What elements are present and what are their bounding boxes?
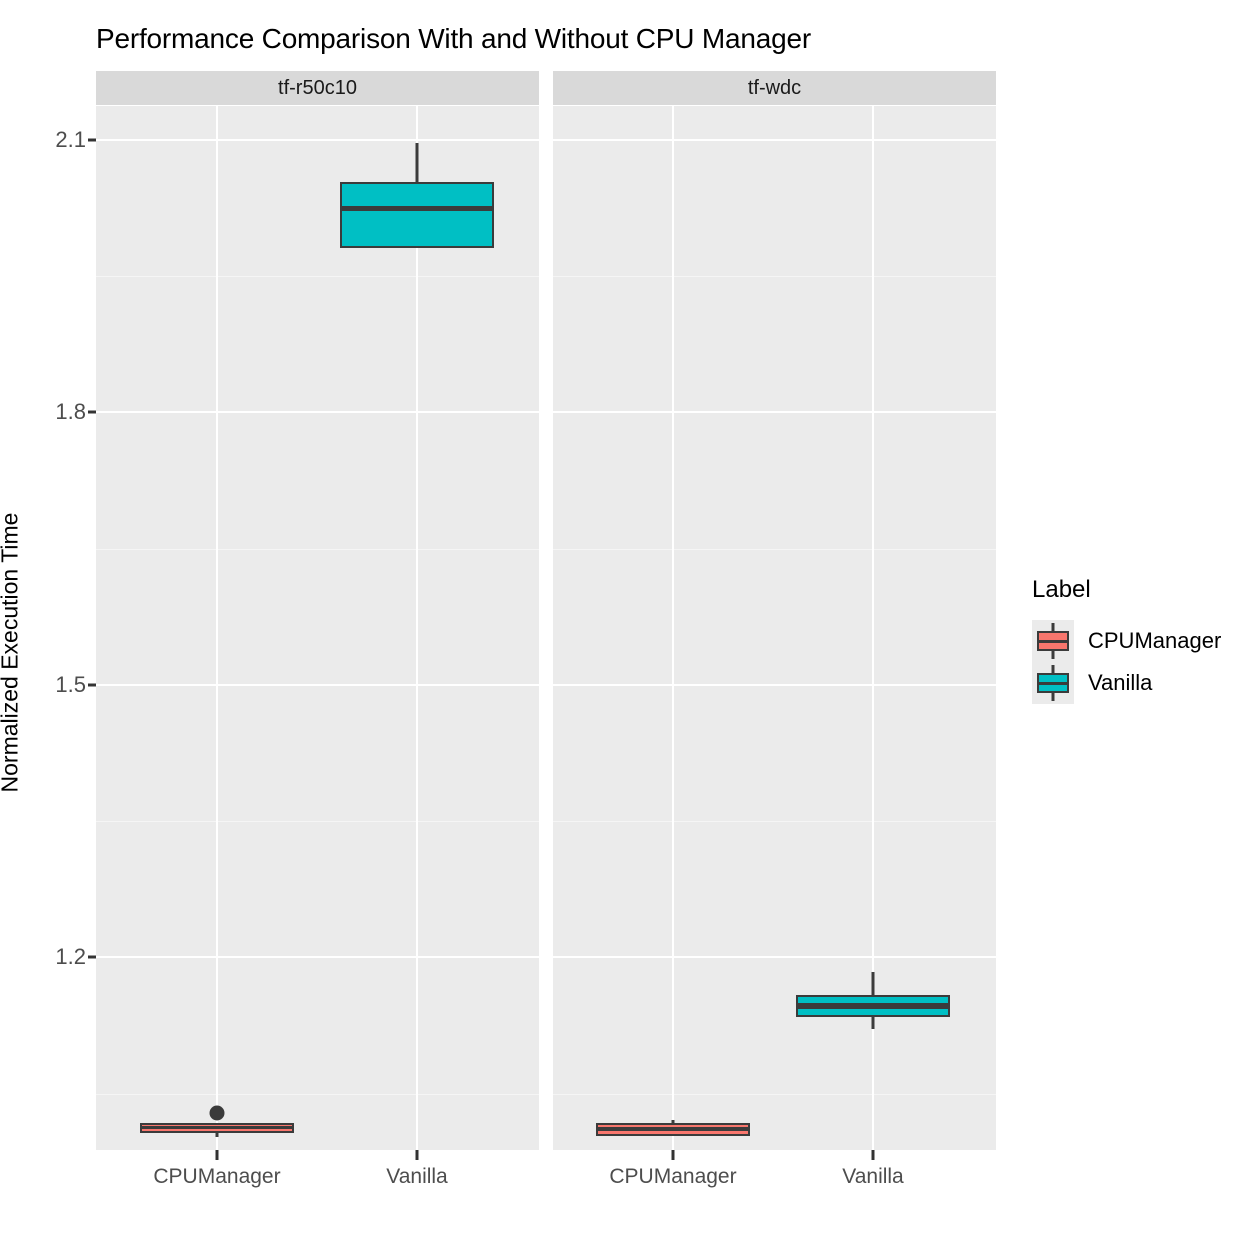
gridline-major-y-1.8 [553, 411, 996, 413]
y-tick-mark-1.2 [88, 955, 98, 959]
legend-median [1037, 640, 1069, 643]
x-tick-label-vanilla: Vanilla [386, 1165, 448, 1188]
y-tick-mark-2.1 [88, 138, 98, 142]
y-tick-mark-1.8 [88, 410, 98, 414]
gridline-major-x-vanilla [416, 106, 418, 1150]
x-tick-mark-cpumanager [215, 1150, 219, 1160]
box-outlier-point [209, 1105, 225, 1121]
x-tick-label-vanilla: Vanilla [842, 1165, 904, 1188]
facet-strip-tf-wdc: tf-wdc [553, 71, 996, 105]
box-iqr [340, 182, 494, 248]
page-title: Performance Comparison With and Without … [96, 23, 811, 54]
whisker-upper [671, 1120, 675, 1124]
box-median-line [140, 1126, 294, 1129]
plot-panel-left [96, 106, 539, 1150]
y-tick-label-1.5: 1.5 [55, 672, 86, 697]
x-tick-mark-vanilla [871, 1150, 875, 1160]
gridline-minor-y-1.95 [553, 276, 996, 277]
whisker-upper [871, 972, 875, 996]
legend-key-vanilla-icon [1032, 662, 1074, 704]
gridline-major-y-1.8 [96, 411, 539, 413]
legend-label-cpumanager: CPUManager [1088, 628, 1222, 653]
gridline-minor-y-1.35 [96, 821, 539, 822]
legend-whisker-top [1051, 665, 1055, 674]
gridline-major-y-1.2 [553, 956, 996, 958]
legend-key-cpumanager-icon [1032, 620, 1074, 662]
x-tick-mark-vanilla [415, 1150, 419, 1160]
facet-strip-tf-r50c10: tf-r50c10 [96, 71, 539, 105]
y-axis-ticks: 2.1 1.8 1.5 1.2 [8, 0, 98, 1242]
facet-strip-label: tf-wdc [747, 76, 802, 99]
legend-whisker-top [1051, 623, 1055, 632]
whisker-upper [415, 143, 419, 183]
gridline-minor-y-1.35 [553, 821, 996, 822]
legend-item-cpumanager[interactable]: CPUManager [1032, 620, 1221, 662]
y-tick-label-1.8: 1.8 [55, 399, 86, 424]
legend-label-vanilla: Vanilla [1088, 670, 1153, 695]
whisker-lower [871, 1017, 875, 1029]
legend-item-vanilla[interactable]: Vanilla [1032, 662, 1221, 704]
gridline-major-y-1.5 [96, 684, 539, 686]
y-tick-label-1.2: 1.2 [55, 944, 86, 969]
y-tick-mark-1.5 [88, 683, 98, 687]
legend-title: Label [1032, 576, 1091, 603]
legend: Label CPUManager Vanilla [1032, 576, 1221, 704]
x-tick-label-cpumanager: CPUManager [609, 1165, 737, 1188]
box-median-line [596, 1127, 750, 1131]
gridline-minor-y-1.65 [553, 549, 996, 550]
gridline-minor-y-1.05 [96, 1094, 539, 1095]
gridline-major-x-cpumanager [216, 106, 218, 1150]
x-tick-label-cpumanager: CPUManager [153, 1165, 281, 1188]
box-median-line [340, 206, 494, 211]
x-tick-mark-cpumanager [671, 1150, 675, 1160]
gridline-major-y-1.2 [96, 956, 539, 958]
gridline-major-x-vanilla [872, 106, 874, 1150]
gridline-minor-y-1.95 [96, 276, 539, 277]
y-tick-label-2.1: 2.1 [55, 127, 86, 152]
gridline-major-y-2.1 [553, 139, 996, 141]
gridline-minor-y-1.05 [553, 1094, 996, 1095]
legend-whisker-bottom [1051, 692, 1055, 701]
gridline-major-x-cpumanager [672, 106, 674, 1150]
legend-median [1037, 682, 1069, 685]
box-median-line [796, 1003, 950, 1009]
gridline-major-y-1.5 [553, 684, 996, 686]
whisker-lower [215, 1132, 219, 1137]
facet-strip-label: tf-r50c10 [278, 76, 357, 99]
plot-panel-right [553, 106, 996, 1150]
legend-whisker-bottom [1051, 650, 1055, 659]
gridline-minor-y-1.65 [96, 549, 539, 550]
gridline-major-y-2.1 [96, 139, 539, 141]
